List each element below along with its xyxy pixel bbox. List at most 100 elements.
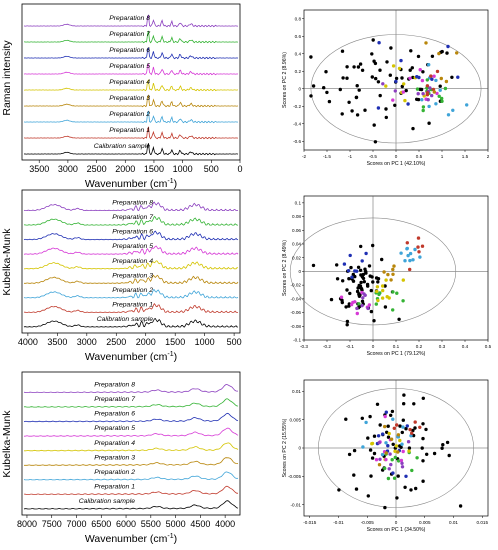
y-tick-label: -0.01 — [291, 502, 302, 507]
score-point — [337, 488, 341, 492]
score-point — [347, 277, 351, 281]
score-point — [370, 52, 374, 56]
score-point — [386, 424, 390, 428]
score-point — [391, 442, 395, 446]
spectrum-trace — [23, 412, 239, 423]
spectrum-trace — [24, 30, 239, 44]
score-point — [355, 84, 359, 88]
score-point — [376, 106, 381, 110]
x-tick-label: 2500 — [87, 164, 107, 174]
y-tick-label: 0 — [298, 86, 301, 91]
score-point — [389, 462, 393, 467]
score-point — [425, 452, 429, 456]
score-point — [335, 263, 339, 267]
score-point — [380, 432, 385, 436]
score-point — [309, 94, 313, 98]
score-point — [404, 427, 408, 431]
score-point — [359, 280, 363, 285]
score-point — [393, 455, 397, 460]
score-point — [408, 68, 412, 72]
score-point — [358, 268, 363, 272]
score-point — [444, 79, 449, 84]
spectrum-trace — [23, 289, 239, 299]
score-point — [374, 458, 379, 462]
score-point — [450, 75, 454, 80]
score-point — [415, 97, 419, 102]
score-point — [366, 436, 370, 440]
score-point — [356, 65, 361, 69]
x-tick-label: -0.005 — [361, 520, 374, 525]
score-point — [359, 244, 363, 249]
score-point — [413, 247, 417, 252]
score-point — [456, 75, 460, 79]
score-point — [360, 259, 364, 263]
score-point — [407, 446, 412, 450]
score-point — [421, 422, 425, 426]
score-point — [395, 423, 399, 427]
score-point — [404, 88, 408, 93]
x-tick-label: 3000 — [77, 337, 97, 347]
score-point — [430, 77, 434, 81]
score-point — [400, 461, 404, 465]
score-point — [403, 259, 407, 263]
score-point — [400, 442, 404, 446]
score-point — [378, 68, 382, 72]
score-point — [392, 476, 397, 480]
score-point — [420, 446, 424, 450]
score-point — [358, 293, 362, 297]
score-point — [418, 425, 422, 429]
score-point — [437, 51, 441, 56]
score-point — [390, 409, 395, 414]
spectrum-trace — [24, 245, 239, 255]
score-point — [401, 278, 405, 282]
score-point — [387, 431, 391, 436]
trace-label: Preparation 4 — [94, 440, 135, 447]
score-point — [355, 306, 359, 311]
x-tick-label: -0.015 — [303, 520, 316, 525]
score-point — [383, 284, 387, 288]
score-point — [441, 443, 445, 447]
score-point — [400, 76, 404, 80]
trace-label: Preparation 8 — [112, 200, 153, 207]
score-point — [371, 38, 375, 42]
score-point — [432, 451, 437, 456]
y-tick-label: -0.2 — [293, 104, 301, 109]
score-point — [382, 270, 386, 274]
x-tick-label: 2 — [487, 154, 490, 159]
x-axis-label: Wavenumber (cm-1) — [85, 178, 177, 190]
score-point — [386, 476, 391, 481]
score-point — [384, 410, 388, 414]
score-point — [374, 302, 378, 306]
score-point — [458, 504, 463, 508]
y-tick-label: 0.01 — [292, 389, 301, 394]
x-tick-label: 5500 — [141, 519, 161, 529]
trace-label: Preparation 4 — [109, 79, 150, 86]
trace-label: Calibration sample — [94, 143, 151, 150]
score-point — [394, 76, 399, 81]
score-point — [341, 279, 345, 283]
trace-label: Preparation 3 — [94, 454, 135, 461]
trace-label: Preparation 3 — [109, 95, 150, 102]
score-point — [372, 59, 376, 63]
score-point — [375, 402, 380, 406]
score-point — [420, 98, 424, 102]
score-point — [416, 54, 421, 59]
y-tick-label: -0.6 — [293, 139, 301, 144]
x-tick-label: 0 — [395, 154, 398, 159]
y-axis-label: Scores on PC 2 (8.49%) — [282, 240, 288, 296]
pca-panel-pca-nir-mir: -0.3 -0.2 -0.1 0 0.1 0.2 0.3 0.4 0.5 -0.1 -0.08 -0.… — [282, 195, 492, 357]
score-point — [351, 272, 355, 277]
score-point — [345, 323, 349, 327]
x-tick-label: -0.2 — [323, 344, 331, 349]
y-axis-label: Kubelka-Munk — [1, 228, 13, 296]
score-point — [432, 74, 436, 78]
score-point — [401, 418, 405, 422]
x-tick-label: 2000 — [115, 164, 135, 174]
trace-label: Preparation 2 — [94, 469, 135, 476]
x-tick-label: -0.01 — [333, 520, 344, 525]
y-tick-label: 0.08 — [292, 214, 301, 219]
score-point — [342, 262, 347, 266]
y-tick-label: 0.005 — [290, 417, 302, 422]
x-tick-label: 7000 — [66, 519, 86, 529]
spectrum-trace — [23, 126, 239, 140]
